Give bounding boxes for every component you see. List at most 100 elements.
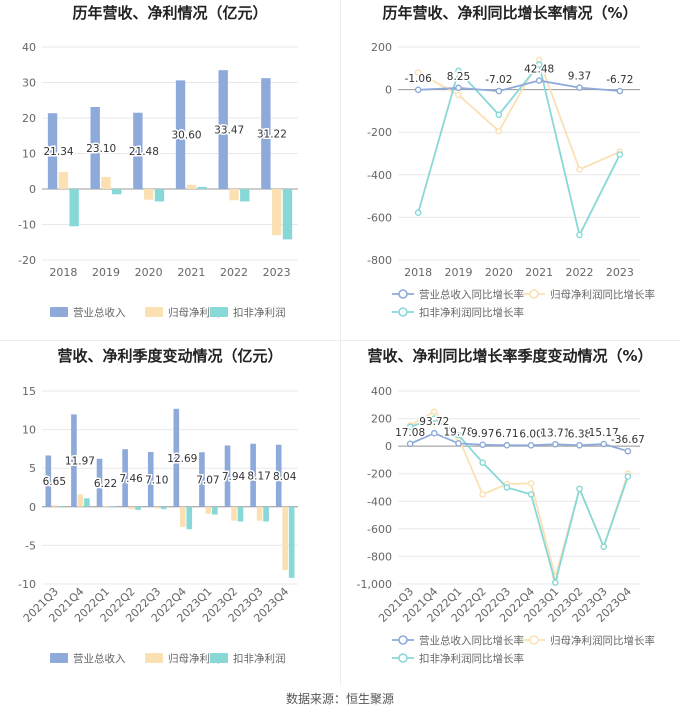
data-label: -7.02: [485, 74, 512, 86]
y-tick-label: 5: [29, 462, 36, 475]
data-label: 6.38: [568, 428, 591, 440]
point-parent-profit: [495, 127, 503, 135]
data-label: -1.06: [405, 73, 432, 85]
legend-swatch: [210, 307, 228, 317]
legend-swatch: [145, 307, 163, 317]
point-deducted-profit: [624, 473, 632, 480]
bar-parent-profit: [256, 506, 263, 521]
y-tick-label: -800: [367, 550, 392, 563]
point-deducted-profit: [503, 484, 511, 491]
point-revenue: [455, 84, 462, 92]
annual-growth-chart: -800 -600 -400 -200 0 200 2018 2019 2020 2021 2022…: [367, 41, 655, 319]
annual-growth-panel: 历年营收、净利同比增长率情况（%） -800 -600 -400 -200 0 200 20…: [340, 0, 680, 340]
point-revenue: [600, 440, 608, 448]
bar-parent-profit: [271, 189, 282, 236]
data-label: 23.10: [86, 143, 116, 155]
y-tick-label: 0: [385, 84, 392, 97]
y-tick-label: 0: [29, 183, 36, 196]
data-label: 8.17: [247, 470, 270, 482]
point-deducted-profit: [406, 423, 414, 431]
point-revenue: [495, 87, 503, 95]
bar-revenue: [275, 444, 282, 507]
bar-revenue: [224, 445, 231, 507]
y-tick-label: 0: [29, 501, 36, 514]
bar-revenue: [261, 78, 271, 189]
y-tick-label: -20: [18, 254, 36, 267]
x-tick-label: 2023: [606, 266, 634, 279]
point-revenue: [479, 441, 486, 449]
bar-parent-profit: [103, 506, 109, 507]
legend-marker: [398, 635, 408, 645]
point-deducted-profit: [431, 415, 438, 422]
bar-parent-profit: [186, 184, 197, 189]
legend-marker: [529, 289, 539, 299]
series-line-deducted-profit: [409, 417, 629, 587]
point-parent-profit: [455, 91, 462, 99]
data-label: -6.72: [606, 74, 633, 86]
data-label: 21.34: [44, 146, 74, 158]
point-deducted-profit: [495, 111, 503, 119]
data-label: 12.69: [167, 453, 197, 465]
legend-label: 归母净利润: [168, 306, 221, 319]
bar-revenue: [90, 106, 100, 189]
y-tick-label: 40: [22, 41, 36, 54]
chart-title: 历年营收、净利情况（亿元）: [72, 4, 268, 22]
point-revenue: [527, 442, 535, 449]
y-tick-label: -1,000: [357, 578, 392, 591]
y-tick-label: 200: [371, 41, 392, 54]
point-deducted-profit: [600, 543, 608, 551]
x-tick-label: 2021: [177, 266, 205, 279]
legend-swatch: [50, 653, 68, 663]
data-label: 9.97: [471, 428, 494, 440]
data-label: 93.72: [419, 416, 449, 428]
point-deducted-profit: [455, 431, 462, 439]
point-revenue: [455, 440, 462, 447]
vertical-divider: [340, 0, 341, 685]
bar-revenue: [47, 113, 58, 189]
series-line-deducted-profit: [417, 62, 621, 238]
y-tick-label: 400: [371, 385, 392, 398]
point-revenue: [535, 77, 543, 84]
bar-parent-profit: [128, 506, 135, 510]
legend-label: 扣非净利润同比增长率: [419, 652, 524, 665]
point-parent-profit: [431, 408, 438, 415]
legend-label: 营业总收入同比增长率: [419, 288, 524, 301]
bar-revenue: [133, 112, 143, 189]
data-label: 6.71: [495, 428, 518, 440]
bar-parent-profit: [282, 506, 289, 571]
x-tick-label: 2020: [485, 266, 513, 279]
data-label: 9.37: [568, 71, 591, 83]
point-parent-profit: [527, 480, 535, 487]
y-tick-label: -400: [367, 495, 392, 508]
data-label: 7.10: [145, 474, 168, 486]
point-revenue: [431, 429, 438, 437]
bar-deducted-profit: [84, 498, 90, 507]
bar-parent-profit: [231, 506, 237, 521]
point-deducted-profit: [576, 231, 583, 239]
point-parent-profit: [479, 491, 486, 498]
bar-deducted-profit: [112, 189, 122, 195]
data-label: 21.48: [129, 146, 159, 158]
y-tick-label: 200: [371, 413, 392, 426]
legend-label: 扣非净利润: [233, 652, 286, 665]
y-tick-label: 10: [22, 424, 36, 437]
quarterly-growth-panel: 营收、净利同比增长率季度变动情况（%） -1,000 -800 -600 -400 -2…: [340, 343, 680, 688]
bar-parent-profit: [51, 505, 58, 507]
legend-marker: [398, 307, 408, 317]
bar-parent-profit: [205, 506, 212, 514]
bar-deducted-profit: [263, 506, 269, 522]
bar-parent-profit: [77, 494, 84, 507]
y-tick-label: -400: [367, 169, 392, 182]
data-label: 19.78: [443, 426, 473, 438]
chart-title: 历年营收、净利同比增长率情况（%）: [382, 4, 638, 22]
chart-title: 营收、净利季度变动情况（亿元）: [57, 347, 283, 365]
bar-deducted-profit: [160, 506, 167, 510]
y-tick-label: -200: [367, 468, 392, 481]
point-deducted-profit: [527, 491, 535, 498]
data-label: 17.08: [395, 427, 425, 439]
point-deducted-profit: [479, 459, 486, 466]
point-revenue: [551, 440, 559, 448]
bar-revenue: [218, 70, 228, 189]
bar-revenue: [96, 458, 103, 507]
data-label: 7.07: [196, 475, 219, 487]
